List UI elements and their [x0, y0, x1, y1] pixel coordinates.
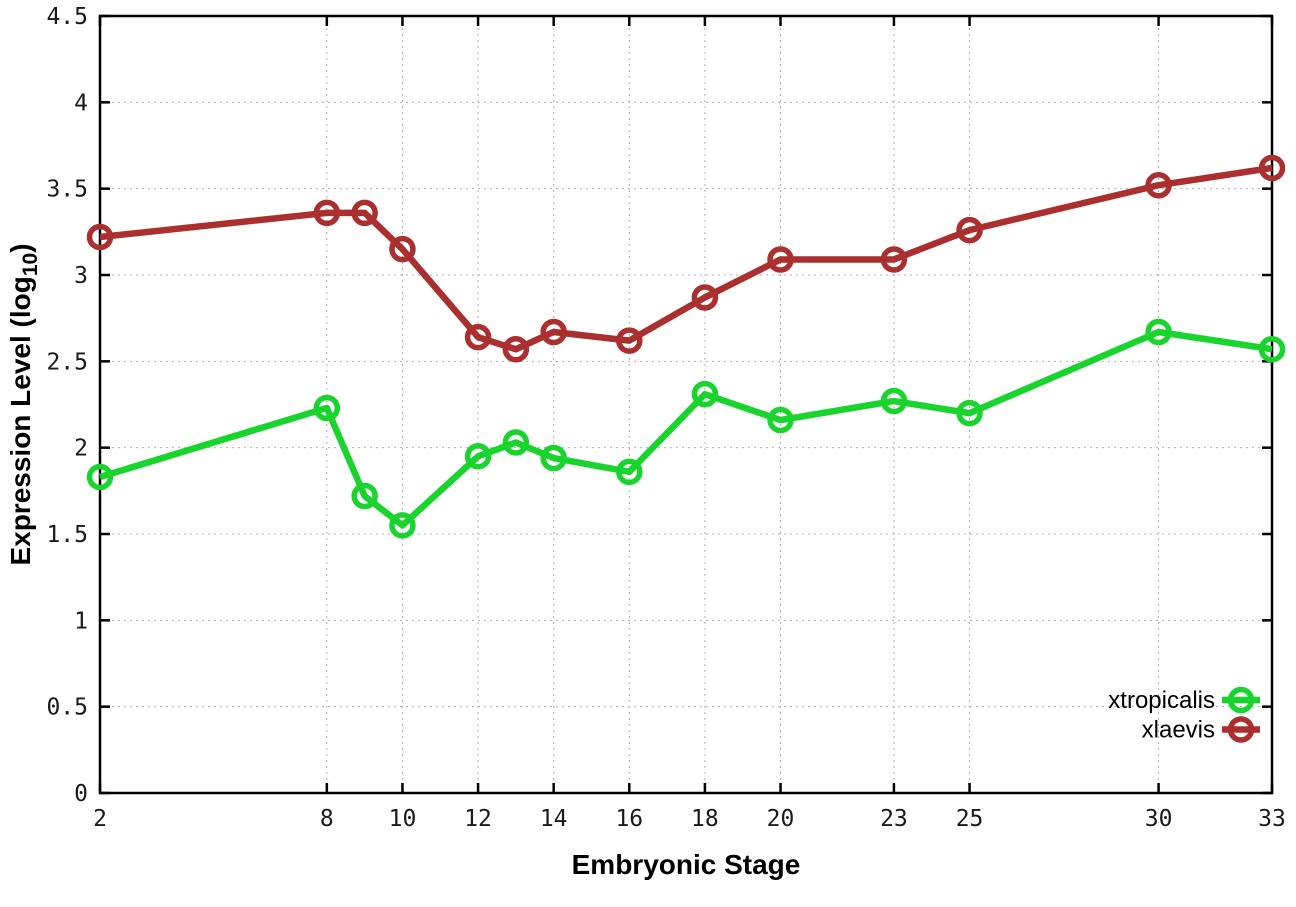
- data-point-marker: [767, 246, 794, 273]
- legend-label: xlaevis: [1142, 717, 1215, 744]
- y-tick-label: 3.5: [46, 177, 88, 203]
- data-point-marker: [540, 444, 567, 472]
- y-tick-label: 2: [74, 436, 88, 462]
- data-point-marker: [691, 380, 719, 408]
- y-tick-label: 1: [74, 608, 88, 634]
- y-tick-label: 4.5: [46, 4, 88, 30]
- y-axis-title: Expression Level (log10): [5, 243, 42, 565]
- legend-entry-xlaevis: xlaevis: [1142, 716, 1260, 744]
- data-point-marker: [464, 323, 492, 351]
- x-tick-label: 33: [1258, 806, 1286, 832]
- x-tick-label: 30: [1145, 806, 1173, 832]
- plot-border: [98, 14, 1274, 795]
- y-tick-label: 0.5: [46, 695, 88, 721]
- data-point-marker: [351, 482, 378, 510]
- data-point-marker: [616, 458, 643, 486]
- data-point-marker: [1258, 154, 1286, 182]
- x-tick-labels: 2 8 10 12 14 16 18 20 23 25 30 33: [93, 806, 1286, 832]
- y-tick-label: 2.5: [46, 349, 88, 375]
- data-point-marker: [389, 512, 416, 539]
- x-tick-label: 2: [93, 806, 107, 832]
- series-line: [99, 164, 1273, 353]
- series-xlaevis: [86, 154, 1286, 363]
- legend-marker: [1227, 716, 1255, 743]
- x-tick-label: 8: [320, 806, 334, 832]
- data-point-marker: [502, 429, 530, 456]
- series-xtropicalis: [86, 318, 1286, 539]
- data-point-marker: [86, 223, 114, 251]
- data-point-marker: [691, 284, 719, 311]
- data-point-marker: [540, 318, 567, 346]
- y-tick-label: 0: [74, 781, 88, 807]
- x-tick-label: 23: [880, 806, 908, 832]
- data-point-marker: [767, 406, 794, 434]
- data-point-marker: [880, 387, 908, 415]
- x-tick-label: 20: [767, 806, 795, 832]
- data-point-marker: [616, 327, 643, 354]
- data-point-marker: [1258, 335, 1286, 363]
- data-point-marker: [956, 399, 983, 427]
- x-tick-label: 25: [956, 806, 984, 832]
- data-point-marker: [1145, 171, 1172, 199]
- gridlines: [100, 16, 1272, 793]
- data-point-marker: [1145, 318, 1172, 346]
- data-point-marker: [880, 246, 908, 273]
- legend: xtropicalis xlaevis: [1108, 686, 1260, 744]
- legend-marker: [1227, 686, 1255, 714]
- x-axis-title: Embryonic Stage: [572, 849, 801, 880]
- y-tick-labels: 0 0.5 1 1.5 2 2.5 3 3.5 4 4.5: [46, 4, 88, 807]
- x-tick-label: 12: [464, 806, 492, 832]
- legend-label: xtropicalis: [1108, 687, 1215, 714]
- data-point-marker: [464, 443, 492, 470]
- data-point-marker: [389, 235, 416, 263]
- data-point-marker: [86, 463, 114, 491]
- y-tick-label: 4: [74, 90, 88, 116]
- x-tick-label: 14: [540, 806, 568, 832]
- tick-marks: [98, 14, 1274, 795]
- data-point-marker: [313, 199, 341, 227]
- x-tick-label: 18: [691, 806, 719, 832]
- data-point-marker: [956, 216, 983, 244]
- data-point-marker: [502, 335, 530, 363]
- y-tick-label: 3: [74, 263, 88, 289]
- x-tick-label: 16: [615, 806, 643, 832]
- x-tick-label: 10: [389, 806, 417, 832]
- data-point-marker: [313, 394, 341, 422]
- y-tick-label: 1.5: [46, 522, 88, 548]
- data-point-marker: [351, 199, 378, 227]
- legend-entry-xtropicalis: xtropicalis: [1108, 686, 1260, 714]
